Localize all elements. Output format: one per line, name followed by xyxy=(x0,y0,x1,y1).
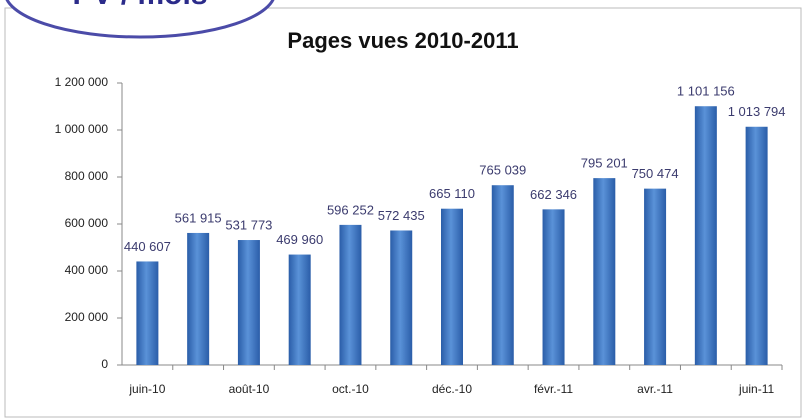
y-tick-label: 400 000 xyxy=(65,263,109,277)
y-tick-label: 0 xyxy=(101,357,108,371)
bar xyxy=(136,261,159,365)
value-label: 1 013 794 xyxy=(728,104,786,119)
x-tick-label: déc.-10 xyxy=(432,382,472,396)
y-tick-label: 1 000 000 xyxy=(55,122,109,136)
x-tick-label: août-10 xyxy=(229,382,270,396)
annotation-oval xyxy=(5,0,275,39)
annotation: PV / mois xyxy=(72,0,207,11)
bar xyxy=(288,254,311,365)
value-label: 750 474 xyxy=(632,166,679,181)
value-label: 469 960 xyxy=(276,232,323,247)
value-label: 572 435 xyxy=(378,208,425,223)
value-label: 795 201 xyxy=(581,156,628,171)
value-label: 561 915 xyxy=(175,210,222,225)
bar xyxy=(745,126,768,365)
x-tick-label: juin-10 xyxy=(128,382,165,396)
y-tick-label: 600 000 xyxy=(65,216,109,230)
bar xyxy=(390,230,413,365)
x-tick-label: oct.-10 xyxy=(332,382,369,396)
bar xyxy=(491,185,514,365)
value-label: 531 773 xyxy=(225,217,272,232)
y-tick-label: 1 200 000 xyxy=(55,75,109,89)
bar xyxy=(644,188,667,365)
value-label: 665 110 xyxy=(429,186,475,201)
x-tick-label: avr.-11 xyxy=(637,382,673,396)
value-label: 765 039 xyxy=(479,163,526,178)
bar xyxy=(542,209,565,365)
value-label: 596 252 xyxy=(327,202,374,217)
bar xyxy=(593,178,616,365)
value-label: 440 607 xyxy=(124,239,171,254)
bar xyxy=(237,240,260,365)
bar xyxy=(441,208,463,365)
x-tick-label: févr.-11 xyxy=(534,382,573,396)
x-tick-label: juin-11 xyxy=(738,382,774,396)
bar xyxy=(694,106,717,366)
y-tick-label: 800 000 xyxy=(65,169,109,183)
bar xyxy=(339,224,362,365)
y-tick-label: 200 000 xyxy=(65,310,109,324)
value-label: 662 346 xyxy=(530,187,577,202)
value-label: 1 101 156 xyxy=(677,84,735,99)
bar xyxy=(187,232,210,365)
chart-title: Pages vues 2010-2011 xyxy=(287,28,518,53)
